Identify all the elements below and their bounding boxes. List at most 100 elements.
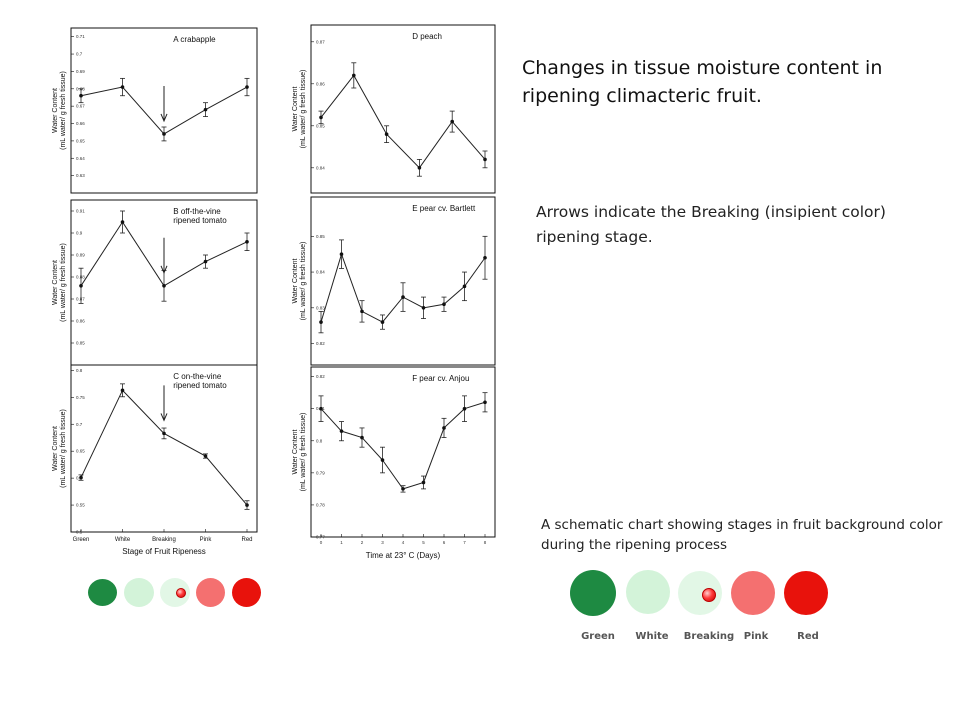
page-headline: Changes in tissue moisture content in ri… (522, 57, 883, 107)
data-point (360, 435, 364, 440)
data-point (79, 284, 83, 288)
stage-label-green: Green (581, 631, 615, 642)
chart-panel-d: 0.84 0.85 0.86 0.87 D peach Water Content (mL … (288, 24, 503, 197)
plot-frame (310, 366, 496, 538)
x-tick-label: 2 (361, 540, 364, 545)
stage-circle-red (784, 571, 828, 615)
arrow-note: Arrows indicate the Breaking (insipient … (536, 203, 886, 246)
stage-label-pink: Pink (743, 631, 769, 642)
panel-title: ripened tomato (173, 216, 227, 225)
y-tick-label: 0.8 (316, 438, 323, 443)
chart-panel-e: 0.82 0.83 0.84 0.85 E pear cv. Bartlett Water… (288, 196, 503, 367)
y-tick-label: 0.85 (316, 234, 325, 239)
x-tick-label: 0 (320, 540, 323, 545)
data-point (203, 259, 208, 264)
data-point (380, 320, 385, 324)
y-tick-label: 0.7 (76, 52, 83, 57)
y-axis-label: (mL water/ g fresh tissue) (300, 70, 307, 149)
data-point (203, 107, 208, 112)
data-point (162, 132, 166, 136)
y-tick-label: 0.84 (316, 165, 325, 170)
y-axis-label: Water Content (52, 260, 59, 305)
data-point (483, 255, 487, 260)
y-axis-label: (mL water/ g fresh tissue) (300, 413, 307, 492)
stage-circle-red-small (232, 578, 261, 607)
y-tick-label: 0.63 (76, 173, 85, 178)
chart-b-svg: 0.850.860.870.880.890.90.91 B off-the-vin… (52, 199, 258, 366)
data-point (339, 252, 344, 256)
y-tick-label: 0.91 (76, 209, 85, 214)
y-tick-label: 0.83 (316, 305, 325, 310)
x-tick-label: 1 (340, 540, 343, 545)
y-tick-label: 0.86 (76, 319, 85, 324)
y-tick-label: 0.71 (76, 34, 85, 39)
chart-panel-c: 0.5 0.55 0.6 0.65 0.7 0.75 0.8 C on-the-vine ri… (48, 364, 263, 565)
x-axis-label: Stage of Fruit Ripeness (122, 547, 206, 556)
y-axis-label: (mL water/ g fresh tissue) (60, 243, 67, 322)
data-point (245, 503, 249, 507)
y-tick-label: 0.86 (316, 81, 325, 86)
x-category-label: Pink (200, 537, 213, 543)
data-point (79, 93, 83, 98)
y-axis-label: Water Content (292, 87, 299, 132)
x-tick-label: 5 (422, 540, 425, 545)
y-axis-label: Water Content (52, 88, 59, 133)
y-tick-label: 0.9 (76, 231, 83, 236)
y-tick-label: 0.67 (76, 104, 85, 109)
x-tick-label: 6 (443, 540, 446, 545)
plot-frame (70, 27, 258, 194)
blush-spot (702, 588, 716, 602)
stage-circle-white (626, 570, 670, 614)
chart-c-svg: 0.50.550.60.650.70.750.8C on-the-vine ri… (52, 364, 258, 556)
blush-spot-small (176, 588, 186, 598)
y-tick-label: 0.79 (316, 470, 325, 475)
x-axis-label: Time at 23° C (Days) (366, 551, 441, 560)
y-tick-label: 0.65 (76, 138, 85, 143)
data-point (245, 85, 249, 89)
y-tick-label: 0.82 (316, 341, 325, 346)
y-axis-label: Water Content (292, 259, 299, 304)
x-tick-label: 3 (381, 540, 384, 545)
data-point (483, 400, 487, 405)
x-tick-label: 4 (402, 540, 405, 545)
data-point (245, 240, 249, 244)
y-tick-label: 0.8 (76, 368, 83, 373)
data-point (339, 429, 344, 433)
stage-circle-green (570, 570, 616, 616)
y-tick-label: 0.55 (76, 503, 85, 508)
chart-panel-a: 0.63 0.64 0.65 0.66 0.67 0.68 0.69 0.7 0.71 A cra… (48, 27, 263, 200)
data-point (120, 85, 125, 89)
data-point (162, 284, 166, 288)
y-tick-label: 0.69 (76, 69, 85, 74)
stage-circle-pink-small (196, 578, 225, 607)
breaking-arrow-head (160, 113, 168, 123)
y-tick-label: 0.78 (316, 502, 325, 507)
stage-circle-pink (731, 571, 775, 615)
y-tick-label: 0.75 (76, 395, 85, 400)
data-point (483, 157, 487, 162)
breaking-arrow-head (160, 413, 168, 422)
data-point (380, 458, 385, 462)
y-tick-label: 0.66 (76, 121, 85, 126)
y-tick-label: 0.7 (76, 422, 83, 427)
y-axis-label: Water Content (292, 430, 299, 475)
y-tick-label: 0.5 (76, 530, 83, 535)
chart-f-svg: 0.770.780.790.80.810.82F pear cv. AnjouW… (292, 366, 496, 560)
plot-frame (310, 24, 496, 194)
stage-circle-green-small (88, 579, 117, 606)
data-point (462, 284, 467, 289)
x-category-label: White (115, 537, 131, 543)
data-point (442, 302, 446, 307)
stage-label-red: Red (797, 631, 819, 642)
chart-panel-f: 0.770.780.790.80.810.82F pear cv. AnjouW… (288, 366, 503, 572)
x-tick-label: 8 (484, 540, 487, 545)
data-point (421, 306, 426, 310)
x-tick-label: 7 (463, 540, 466, 545)
series-line (320, 74, 486, 169)
panel-title: B off-the-vine (173, 207, 221, 216)
panel-title: C on-the-vine (173, 372, 222, 381)
data-point (79, 475, 83, 480)
chart-e-svg: 0.82 0.83 0.84 0.85 E pear cv. Bartlett Water… (292, 196, 496, 366)
data-point (203, 454, 208, 458)
data-point (360, 309, 364, 314)
